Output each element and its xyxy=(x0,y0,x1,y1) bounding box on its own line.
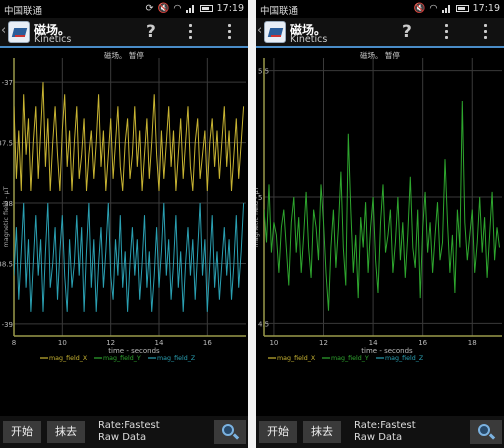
x-tick-label: 12 xyxy=(319,339,328,347)
status-icons: ⟳ 🔇 ◠ 17:19 xyxy=(146,3,245,14)
x-tick-label: 16 xyxy=(203,339,212,347)
chart-area[interactable]: 磁场。 暂停 -37 -37.5 -38 -38.5 -39 8 10 12 14 16 magnet… xyxy=(0,50,248,416)
x-tick-label: 8 xyxy=(12,339,16,347)
signal-icon xyxy=(185,4,196,13)
zoom-button[interactable] xyxy=(470,420,502,444)
silent-icon: 🔇 xyxy=(413,3,426,14)
carrier-label: 中国联通 xyxy=(260,6,299,17)
app-title: 磁场。 xyxy=(34,23,71,37)
legend-label: mag_field_Y xyxy=(103,355,141,362)
help-icon[interactable]: ? xyxy=(402,22,412,42)
rate-info: Rate:Fastest Raw Data xyxy=(354,420,416,444)
app-title: 磁场。 xyxy=(290,23,327,37)
magnifier-icon xyxy=(222,424,234,436)
app-subtitle: Kinetics xyxy=(290,34,328,45)
overflow-menu-icon-2[interactable] xyxy=(484,24,488,42)
clear-button[interactable]: 抹去 xyxy=(303,421,341,443)
app-subtitle: Kinetics xyxy=(34,34,72,45)
legend-label: mag_field_X xyxy=(49,355,88,362)
wifi-icon: ◠ xyxy=(429,3,438,14)
status-bar: 中国联通 🔇 ◠ 17:19 xyxy=(256,0,504,18)
legend-label: mag_field_Z xyxy=(157,355,196,362)
rate-label: Rate:Fastest xyxy=(354,420,416,431)
y-tick-label: -38.5 xyxy=(0,260,13,268)
clock: 17:19 xyxy=(472,3,500,14)
y-tick-label: -37.5 xyxy=(0,140,13,148)
help-icon[interactable]: ? xyxy=(146,22,156,42)
app-logo-icon[interactable] xyxy=(8,21,30,43)
bottom-bar: 开始 抹去 Rate:Fastest Raw Data xyxy=(256,416,504,448)
data-mode-label: Raw Data xyxy=(98,432,147,443)
silent-icon: 🔇 xyxy=(157,3,170,14)
x-tick-label: 14 xyxy=(369,339,378,347)
panel-divider xyxy=(248,0,256,448)
back-chevron-icon[interactable]: ‹ xyxy=(257,23,263,38)
overflow-menu-icon[interactable] xyxy=(189,24,193,42)
x-tick-label: 10 xyxy=(58,339,67,347)
magnetic-field-chart-left[interactable]: 磁场。 暂停 -37 -37.5 -38 -38.5 -39 8 10 12 14 16 magnet… xyxy=(0,50,248,416)
action-bar: ‹ 磁场。 Kinetics ? xyxy=(256,18,504,48)
legend-label: mag_field_Y xyxy=(331,355,369,362)
sync-icon: ⟳ xyxy=(145,3,154,14)
magnifier-icon xyxy=(478,424,490,436)
series-line-mag_field_Y xyxy=(264,100,500,311)
app-logo-icon[interactable] xyxy=(264,21,286,43)
legend-label: mag_field_X xyxy=(277,355,316,362)
action-bar: ‹ 磁场。 Kinetics ? xyxy=(0,18,248,48)
y-axis-label: magnetic field - μT xyxy=(2,186,10,247)
y-axis-label: magnetic field - μT xyxy=(256,186,260,247)
carrier-label: 中国联通 xyxy=(4,6,43,17)
y-tick-label: -38 xyxy=(2,200,13,208)
series-line-mag_field_X xyxy=(14,82,245,192)
series-line-mag_field_Z xyxy=(14,202,245,312)
overflow-menu-icon-2[interactable] xyxy=(228,24,232,42)
y-tick-label: -37 xyxy=(2,79,13,87)
start-button[interactable]: 开始 xyxy=(3,421,41,443)
data-mode-label: Raw Data xyxy=(354,432,403,443)
status-icons: 🔇 ◠ 17:19 xyxy=(413,3,500,14)
clock: 17:19 xyxy=(216,3,244,14)
battery-icon xyxy=(199,5,213,12)
x-tick-label: 18 xyxy=(468,339,477,347)
x-tick-label: 12 xyxy=(106,339,115,347)
zoom-button[interactable] xyxy=(214,420,246,444)
rate-label: Rate:Fastest xyxy=(98,420,160,431)
clear-button[interactable]: 抹去 xyxy=(47,421,85,443)
wifi-icon: ◠ xyxy=(173,3,182,14)
screenshot-right: 中国联通 🔇 ◠ 17:19 ‹ 磁场。 Kinetics ? 磁场。 暂停5.… xyxy=(256,0,504,448)
y-tick-label: -39 xyxy=(2,321,13,329)
x-axis-label: time - seconds xyxy=(108,347,160,355)
x-tick-label: 16 xyxy=(418,339,427,347)
screenshot-left: 中国联通 ⟳ 🔇 ◠ 17:19 ‹ 磁场。 Kinetics ? 磁场。 暂停… xyxy=(0,0,248,448)
start-button[interactable]: 开始 xyxy=(259,421,297,443)
overflow-menu-icon[interactable] xyxy=(445,24,449,42)
x-axis-label: time - seconds xyxy=(361,347,413,355)
bottom-bar: 开始 抹去 Rate:Fastest Raw Data xyxy=(0,416,248,448)
x-tick-label: 14 xyxy=(155,339,164,347)
y-tick-label: 5 xyxy=(258,194,262,202)
rate-info: Rate:Fastest Raw Data xyxy=(98,420,160,444)
chart-title: 磁场。 暂停 xyxy=(360,50,400,60)
chart-title: 磁场。 暂停 xyxy=(104,50,144,60)
legend-label: mag_field_Z xyxy=(385,355,424,362)
back-chevron-icon[interactable]: ‹ xyxy=(1,23,7,38)
signal-icon xyxy=(441,4,452,13)
battery-icon xyxy=(455,5,469,12)
x-tick-label: 10 xyxy=(269,339,278,347)
status-bar: 中国联通 ⟳ 🔇 ◠ 17:19 xyxy=(0,0,248,18)
